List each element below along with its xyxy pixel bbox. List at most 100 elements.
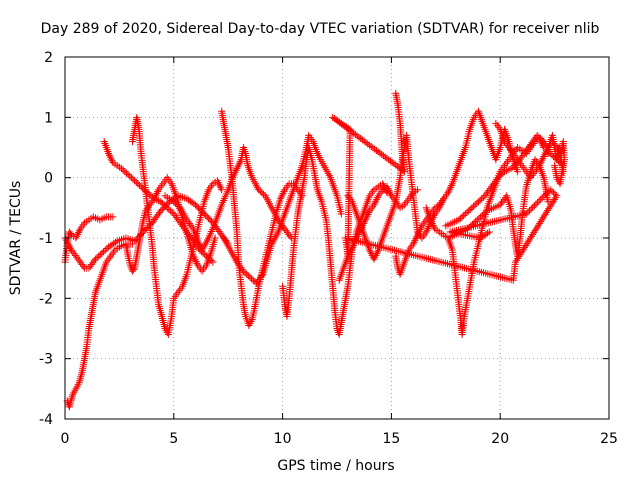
data-point-marker	[171, 199, 179, 207]
data-point-marker	[385, 186, 393, 194]
data-point-marker	[249, 276, 257, 284]
x-tick-label: 5	[169, 431, 178, 447]
data-point-marker	[72, 234, 80, 242]
data-point-marker	[496, 172, 504, 180]
data-point-marker	[183, 216, 191, 224]
data-point-marker	[430, 223, 438, 231]
data-point-marker	[482, 208, 490, 216]
data-point-marker	[237, 264, 245, 272]
data-point-marker	[461, 210, 469, 218]
data-point-marker	[425, 223, 433, 231]
data-point-marker	[373, 194, 381, 202]
data-point-marker	[429, 221, 437, 229]
data-point-marker	[414, 229, 422, 237]
x-tick-label: 20	[491, 431, 509, 447]
data-point-marker	[470, 219, 478, 227]
data-point-marker	[466, 205, 474, 213]
data-point-marker	[355, 133, 363, 141]
data-point-marker	[361, 216, 369, 224]
data-point-marker	[364, 210, 372, 218]
x-tick-label: 10	[274, 431, 292, 447]
data-point-marker	[154, 188, 162, 196]
data-point-marker	[206, 216, 214, 224]
data-point-marker	[530, 202, 538, 210]
data-point-marker	[280, 188, 288, 196]
data-point-marker	[151, 193, 159, 201]
data-point-marker	[424, 224, 432, 232]
y-tick-label: -4	[39, 412, 53, 428]
data-point-marker	[170, 198, 178, 206]
data-point-marker	[371, 253, 379, 261]
data-point-marker	[252, 279, 260, 287]
data-point-marker	[509, 163, 517, 171]
data-point-marker	[476, 196, 484, 204]
data-point-marker	[95, 252, 103, 260]
data-point-marker	[538, 136, 546, 144]
data-point-marker	[73, 232, 81, 240]
data-point-marker	[497, 171, 505, 179]
data-point-marker	[392, 161, 400, 169]
data-point-marker	[540, 153, 548, 161]
data-point-marker	[193, 259, 201, 267]
data-point-marker	[535, 197, 543, 205]
data-point-marker	[473, 199, 481, 207]
data-point-marker	[79, 262, 87, 270]
data-point-marker	[74, 230, 82, 238]
data-point-marker	[520, 150, 528, 158]
data-point-marker	[491, 177, 499, 185]
data-point-marker	[105, 151, 113, 159]
data-point-marker	[194, 204, 202, 212]
data-point-marker	[127, 174, 135, 182]
data-point-marker	[255, 186, 263, 194]
data-point-marker	[500, 195, 508, 203]
data-point-marker	[282, 227, 290, 235]
data-point-marker	[415, 227, 423, 235]
data-point-marker	[494, 174, 502, 182]
data-point-marker	[281, 225, 289, 233]
data-point-marker	[551, 190, 559, 198]
data-point-marker	[527, 205, 535, 213]
data-point-marker	[107, 155, 115, 163]
data-point-marker	[243, 270, 251, 278]
data-point-marker	[233, 258, 241, 266]
data-point-marker	[374, 148, 382, 156]
data-point-marker	[365, 141, 373, 149]
data-point-marker	[455, 216, 463, 224]
y-tick-label: -1	[39, 231, 53, 247]
data-point-marker	[489, 181, 497, 189]
data-point-marker	[85, 264, 93, 272]
data-point-marker	[209, 258, 217, 266]
data-point-marker	[256, 187, 264, 195]
data-point-marker	[119, 166, 127, 174]
data-point-marker	[100, 248, 108, 256]
data-point-marker	[195, 239, 203, 247]
data-point-marker	[372, 146, 380, 154]
data-point-marker	[71, 251, 79, 259]
data-point-marker	[130, 266, 138, 274]
data-point-marker	[479, 193, 487, 201]
data-point-marker	[381, 153, 389, 161]
data-point-marker	[548, 151, 556, 159]
data-point-marker	[157, 198, 165, 206]
data-point-marker	[527, 140, 535, 148]
data-point-marker	[350, 129, 358, 137]
data-point-marker	[193, 202, 201, 210]
data-point-marker	[384, 185, 392, 193]
data-point-marker	[485, 228, 493, 236]
data-point-marker	[175, 202, 183, 210]
data-point-marker	[285, 230, 293, 238]
data-point-marker	[175, 217, 183, 225]
data-point-marker	[118, 165, 126, 173]
data-point-marker	[69, 248, 77, 256]
data-point-marker	[239, 267, 247, 275]
data-point-marker	[499, 169, 507, 177]
data-point-marker	[369, 144, 377, 152]
grid	[65, 57, 609, 419]
data-point-marker	[157, 207, 165, 215]
data-point-marker	[533, 199, 541, 207]
y-tick-label: -2	[39, 291, 53, 307]
data-point-marker	[456, 214, 464, 222]
data-point-marker	[373, 248, 381, 256]
data-point-marker	[373, 250, 381, 258]
data-point-marker	[409, 240, 417, 248]
